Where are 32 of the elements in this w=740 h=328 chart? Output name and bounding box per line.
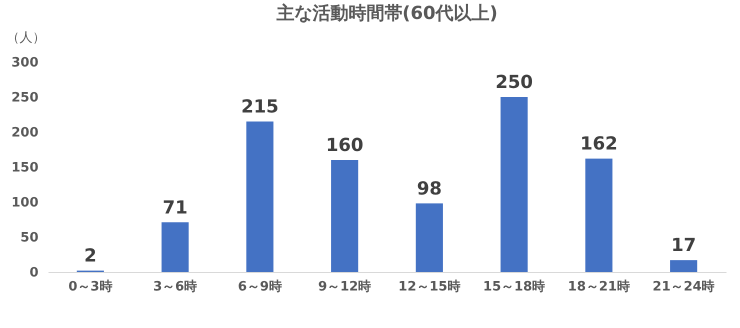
x-tick-label: 21～24時	[652, 280, 715, 294]
x-tick-label: 18～21時	[568, 280, 630, 294]
data-label: 250	[495, 72, 533, 93]
y-tick-label: 100	[11, 196, 38, 210]
y-tick-label: 150	[11, 160, 38, 176]
bar	[416, 203, 443, 272]
y-tick-label: 250	[11, 90, 38, 106]
y-axis-title: （人）	[6, 30, 46, 46]
bar	[331, 160, 358, 272]
bar	[585, 158, 612, 272]
data-label: 98	[416, 178, 442, 200]
bar	[670, 260, 698, 272]
data-label: 17	[671, 235, 696, 256]
data-label: 215	[241, 96, 279, 118]
data-label: 162	[580, 134, 618, 155]
x-tick-label: 3～6時	[153, 280, 198, 294]
y-tick-label: 300	[11, 56, 38, 70]
y-tick-label: 200	[11, 126, 38, 140]
x-tick-label: 6～9時	[238, 280, 282, 294]
bar	[500, 97, 528, 272]
bar	[162, 222, 189, 272]
chart-title: 主な活動時間帯(60代以上)	[275, 3, 498, 24]
x-tick-label: 12～15時	[398, 280, 460, 294]
data-label: 71	[162, 197, 188, 218]
y-tick-label: 50	[20, 230, 38, 246]
data-label: 160	[326, 135, 364, 156]
y-tick-label: 0	[29, 266, 38, 280]
bar	[246, 122, 274, 272]
data-label: 2	[84, 246, 97, 267]
x-tick-label: 0～3時	[68, 280, 112, 294]
x-tick-label: 9～12時	[318, 280, 372, 294]
x-tick-label: 15～18時	[483, 280, 546, 294]
